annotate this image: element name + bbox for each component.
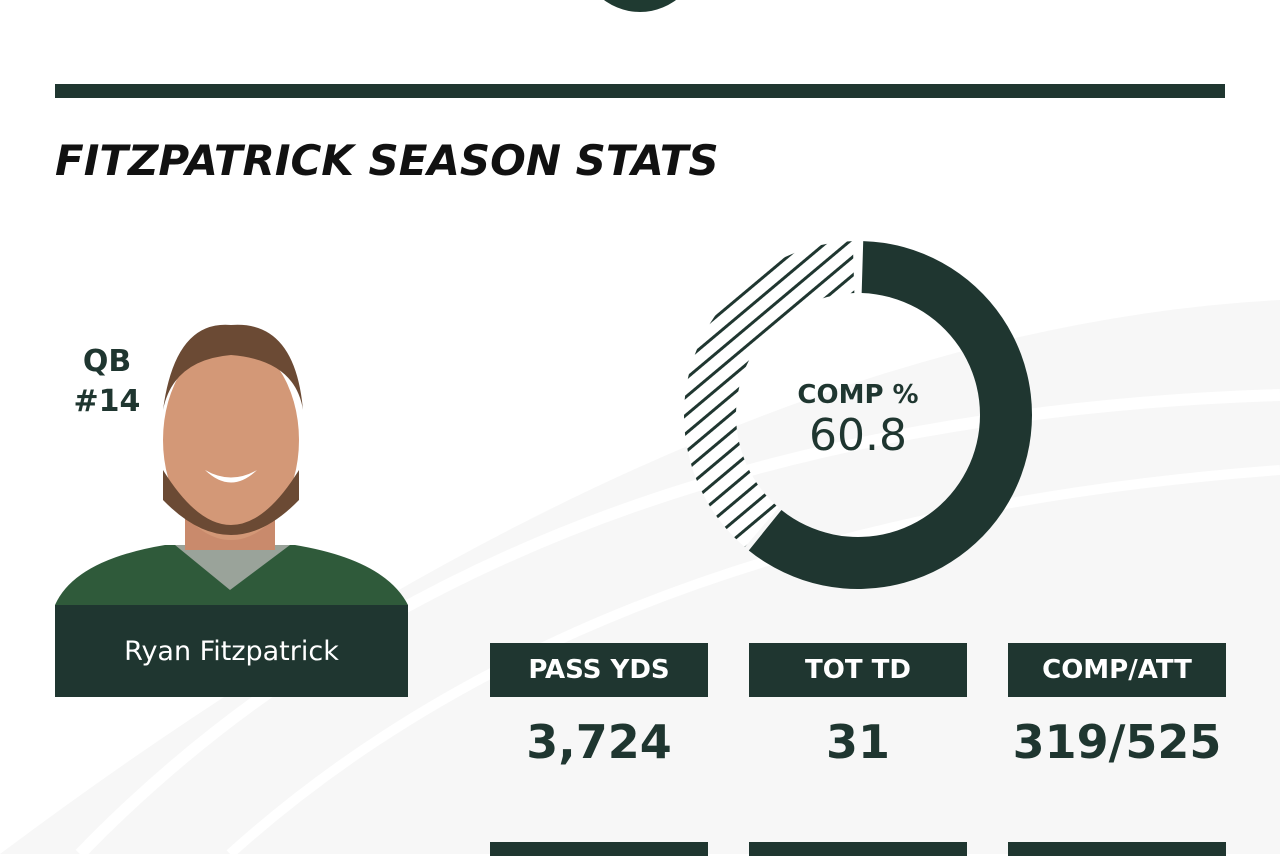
stat-label: COMP/ATT — [1008, 643, 1226, 697]
stat-comp-att: COMP/ATT 319/525 — [1008, 643, 1226, 769]
stat-value: 3,724 — [526, 715, 672, 769]
donut-center-label: COMP % 60.8 — [758, 380, 958, 462]
player-name: Ryan Fitzpatrick — [124, 635, 339, 667]
completion-donut-chart — [684, 241, 1032, 589]
player-photo — [55, 324, 408, 605]
donut-value: 60.8 — [809, 410, 907, 461]
stat-tot-td: TOT TD 31 — [749, 643, 967, 769]
page-title: FITZPATRICK SEASON STATS — [55, 136, 719, 185]
donut-label: COMP % — [797, 380, 919, 410]
header-divider — [55, 84, 1225, 98]
stat-value: 31 — [825, 715, 890, 769]
player-name-plate: Ryan Fitzpatrick — [55, 605, 408, 697]
stat-label: TOT TD — [749, 643, 967, 697]
stat-header-partial — [1008, 842, 1226, 856]
stat-header-partial — [490, 842, 708, 856]
stat-value: 319/525 — [1012, 715, 1222, 769]
donut-remaining-segment — [684, 241, 855, 548]
stat-label: PASS YDS — [490, 643, 708, 697]
stat-pass-yds: PASS YDS 3,724 — [490, 643, 708, 769]
donut-filled-segment — [748, 241, 1032, 589]
jersey-number: #14 — [73, 384, 141, 419]
player-position: QB #14 — [60, 342, 154, 422]
stat-header-partial — [749, 842, 967, 856]
position-label: QB — [82, 344, 132, 379]
